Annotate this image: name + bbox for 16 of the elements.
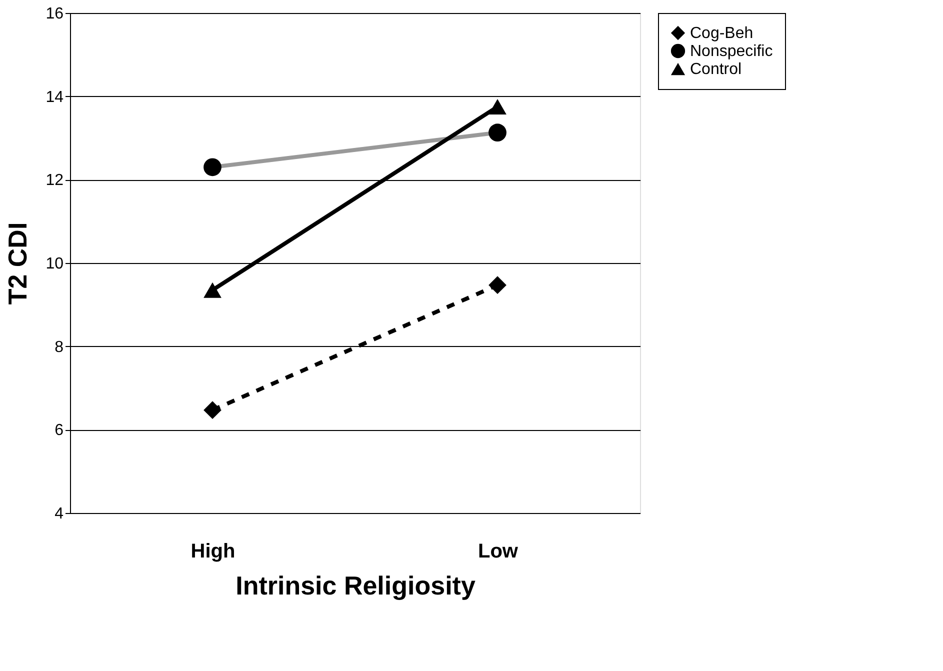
legend-label: Cog-Beh xyxy=(690,25,754,42)
y-tick-label: 4 xyxy=(54,506,64,522)
point xyxy=(204,401,222,420)
x-tick-label: High xyxy=(190,540,236,562)
y-tick-label: 14 xyxy=(46,88,64,106)
x-axis-title: Intrinsic Religiosity xyxy=(236,570,476,600)
y-tick-label: 12 xyxy=(46,172,64,190)
y-tick-label: 10 xyxy=(46,256,64,272)
legend-label: Nonspecific xyxy=(690,43,773,60)
y-tick-label: 8 xyxy=(54,338,64,356)
y-axis-title: T2 CDI xyxy=(2,222,33,305)
y-tick-label: 6 xyxy=(54,422,64,440)
point xyxy=(488,276,506,294)
legend-label: Control xyxy=(690,61,742,78)
x-tick-label: Low xyxy=(478,540,518,562)
y-tick-label: 16 xyxy=(46,6,64,22)
